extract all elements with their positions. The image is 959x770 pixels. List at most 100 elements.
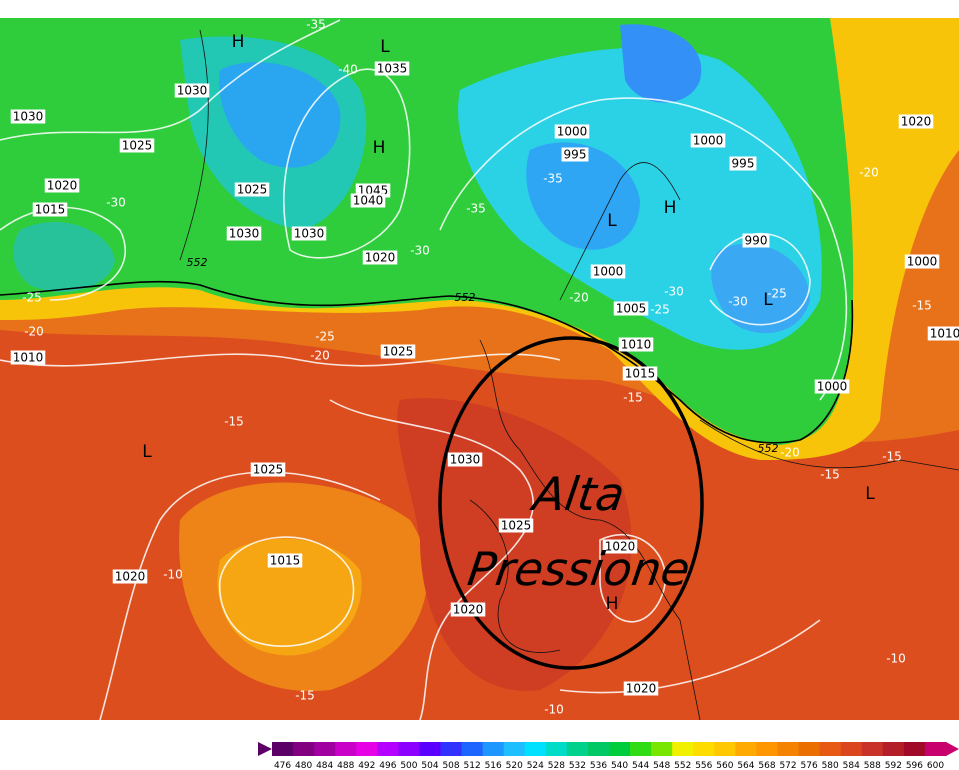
color-bar-segment <box>356 742 378 756</box>
temperature-label: -20 <box>859 166 879 180</box>
temperature-label: -40 <box>338 63 358 77</box>
isobar-label: 1025 <box>253 463 284 477</box>
isobar-label-group: 1015 <box>32 202 68 217</box>
color-bar-label: 568 <box>758 761 775 770</box>
isobar-label-group: 1020 <box>898 114 934 129</box>
color-bar-label: 584 <box>843 761 860 770</box>
color-bar-label: 552 <box>674 761 691 770</box>
color-bar-label: 480 <box>295 761 312 770</box>
isobar-label: 1015 <box>625 367 656 381</box>
isobar-label: 990 <box>745 234 768 248</box>
isobar-label-group: 1000 <box>690 133 726 148</box>
isobar-label-group: 1010 <box>618 337 654 352</box>
isobar-label-group: 1025 <box>234 182 270 197</box>
color-bar-label: 564 <box>737 761 754 770</box>
isobar-label-group: 990 <box>742 233 770 248</box>
isobar-label-group: 1030 <box>291 226 327 241</box>
isobar-label-box <box>613 301 649 316</box>
isobar-label: 1000 <box>817 380 848 394</box>
color-bar-label: 592 <box>885 761 902 770</box>
color-bar-segment <box>440 742 463 756</box>
color-bar-label: 520 <box>506 761 523 770</box>
isobar-label-group: 1030 <box>10 109 46 124</box>
color-bar-label: 588 <box>864 761 881 770</box>
color-bar-segment <box>840 742 863 756</box>
isobar-label-box <box>729 156 757 171</box>
isobar-label-box <box>690 133 726 148</box>
isobar-label-box <box>291 226 327 241</box>
isobar-label-box <box>623 681 659 696</box>
isobar-label-box <box>898 114 934 129</box>
temperature-label: -10 <box>163 568 183 582</box>
isobar-label: 1020 <box>626 682 657 696</box>
color-bar-segment <box>419 742 441 756</box>
color-bar-segment <box>377 742 399 756</box>
isobar-label-group: 1025 <box>498 518 534 533</box>
isobar-label-group: 1040 <box>350 193 386 208</box>
isobar-label-group: 1015 <box>622 366 658 381</box>
isobar-label-group: 1030 <box>447 452 483 467</box>
annotation-ellipse <box>438 336 704 670</box>
isobar-label-box <box>380 344 416 359</box>
isobar-label-box <box>44 178 80 193</box>
isobar-label: 1000 <box>593 265 624 279</box>
color-bar-arrow <box>946 742 959 756</box>
isobar-label: 1025 <box>122 139 153 153</box>
isobar-label: 1015 <box>270 554 301 568</box>
color-bar-segment <box>735 742 757 756</box>
color-bar-label: 488 <box>337 761 354 770</box>
contour-label: 552 <box>187 256 208 269</box>
color-bar-segment <box>545 742 568 756</box>
color-bar-segment <box>777 742 800 756</box>
temperature-label: -15 <box>224 415 244 429</box>
isobar-label-box <box>112 569 148 584</box>
isobar-label: 1040 <box>353 194 384 208</box>
temperature-label: -10 <box>544 703 564 717</box>
isobar-label-group: 1000 <box>554 124 590 139</box>
isobar-label-box <box>174 83 210 98</box>
annotation: Pressione <box>465 542 694 596</box>
isobar-label-group: 1010 <box>927 326 959 341</box>
isobar-label-box <box>226 226 262 241</box>
isobar-label-group: 1025 <box>380 344 416 359</box>
isobar-label-group: 995 <box>729 156 757 171</box>
pressure-center: L <box>607 211 617 231</box>
isobar-label-group: 1000 <box>590 264 626 279</box>
temperature-label: -20 <box>569 291 589 305</box>
isobar-label-group: 1020 <box>450 602 486 617</box>
isobar-label: 1020 <box>365 251 396 265</box>
pressure-center: H <box>606 594 619 614</box>
color-bar-label: 484 <box>316 761 333 770</box>
isobar-label: 1030 <box>177 84 208 98</box>
color-bar-label: 548 <box>653 761 670 770</box>
isobar-label: 1025 <box>501 519 532 533</box>
isobar-label: 1025 <box>383 345 414 359</box>
isobar-label: 1030 <box>13 110 44 124</box>
pressure-center: L <box>763 290 773 310</box>
color-bar-segment <box>651 742 673 756</box>
isobar-label-box <box>814 379 850 394</box>
temperature-label: -30 <box>410 244 430 258</box>
isobar-label-box <box>350 193 386 208</box>
temperature-label: -20 <box>310 349 330 363</box>
pressure-center: L <box>142 442 152 462</box>
isobar-label-group: 1025 <box>250 462 286 477</box>
isobar-label: 1020 <box>115 570 146 584</box>
isobar-label-box <box>561 147 589 162</box>
temperature-label: -30 <box>728 295 748 309</box>
isobar-label: 1005 <box>616 302 647 316</box>
color-bar-label: 556 <box>695 761 712 770</box>
isobar-label-group: 1020 <box>362 250 398 265</box>
map-background <box>0 18 959 720</box>
isobar-label-box <box>450 602 486 617</box>
isobar-label-group: 1005 <box>613 301 649 316</box>
isobar-label-group: 1000 <box>904 254 940 269</box>
temperature-label: -25 <box>767 287 787 301</box>
isobar-label-box <box>602 539 638 554</box>
color-bar-segment <box>630 742 652 756</box>
temperature-label: -10 <box>886 652 906 666</box>
isobar-label-box <box>622 366 658 381</box>
isobar-label: 1020 <box>605 540 636 554</box>
temperature-label: -20 <box>24 325 44 339</box>
